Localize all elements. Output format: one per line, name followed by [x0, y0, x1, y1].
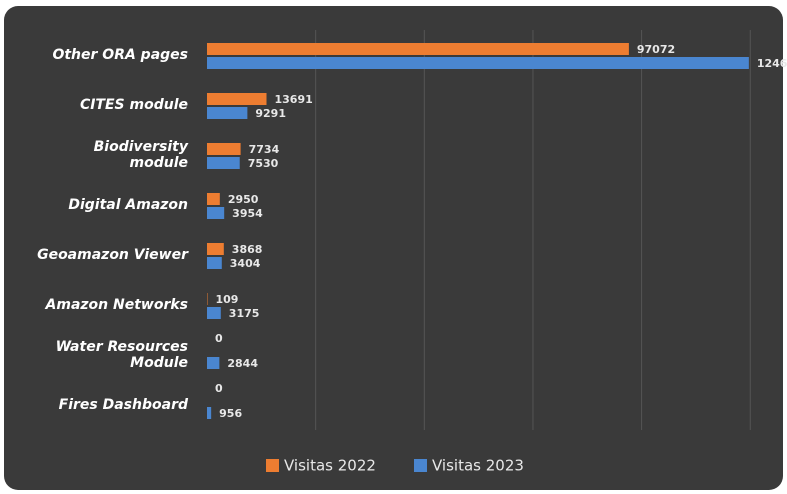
legend-label: Visitas 2023 — [432, 457, 524, 475]
bar — [207, 407, 212, 419]
value-label: 9291 — [255, 107, 286, 120]
category-label: Digital Amazon — [68, 197, 188, 213]
value-label: 7530 — [248, 157, 279, 170]
bar — [207, 57, 749, 69]
bar — [207, 143, 241, 155]
panel — [4, 6, 783, 490]
bar — [207, 43, 629, 55]
category-label: Water Resources Module — [56, 339, 188, 371]
bar — [207, 207, 225, 219]
value-label: 3175 — [229, 307, 260, 320]
value-label: 2844 — [227, 357, 258, 370]
bar — [207, 193, 220, 205]
value-label: 0 — [215, 382, 223, 395]
category-label: Fires Dashboard — [59, 397, 189, 413]
bar — [207, 357, 220, 369]
bar — [207, 157, 240, 169]
category-label: Other ORA pages — [52, 47, 188, 63]
value-label: 3404 — [230, 257, 261, 270]
value-label: 0 — [215, 332, 223, 345]
value-label: 3868 — [232, 243, 263, 256]
bar — [207, 257, 222, 269]
value-label: 97072 — [637, 43, 675, 56]
bar — [207, 107, 248, 119]
bar — [207, 243, 224, 255]
value-label: 7734 — [249, 143, 280, 156]
category-label: Amazon Networks — [45, 297, 188, 313]
value-label: 124674 — [757, 57, 787, 70]
value-label: 956 — [219, 407, 242, 420]
bar — [207, 93, 267, 105]
value-label: 109 — [215, 293, 238, 306]
value-label: 13691 — [275, 93, 313, 106]
value-label: 2950 — [228, 193, 259, 206]
legend-swatch — [414, 459, 427, 472]
bar — [207, 307, 221, 319]
category-label: CITES module — [80, 97, 188, 113]
legend-swatch — [266, 459, 279, 472]
legend-label: Visitas 2022 — [284, 457, 376, 475]
value-label: 3954 — [232, 207, 263, 220]
category-label: Biodiversity module — [94, 139, 189, 171]
category-label: Geoamazon Viewer — [37, 247, 189, 263]
